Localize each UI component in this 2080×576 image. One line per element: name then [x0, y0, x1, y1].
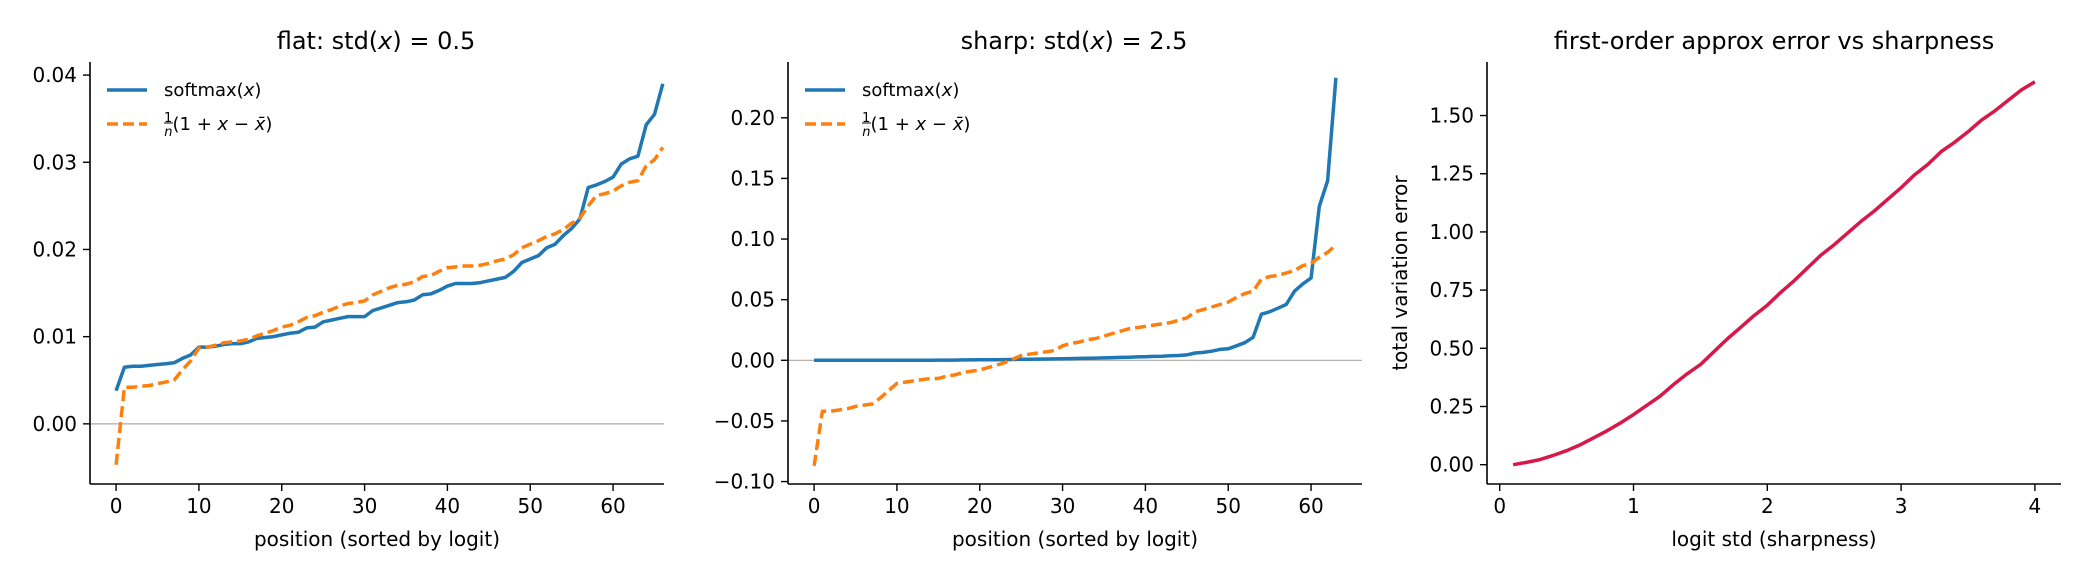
y-tick-label: 0.50 — [1429, 336, 1474, 360]
title-prefix: sharp: std( — [961, 27, 1091, 55]
x-tick-label: 10 — [186, 494, 211, 518]
approx-series-line — [114, 146, 665, 465]
y-tick-label: 0.10 — [730, 227, 775, 251]
x-tick-label: 20 — [967, 494, 992, 518]
x-tick-label: 50 — [1216, 494, 1241, 518]
title-variable: x — [377, 27, 393, 55]
x-axis-label: position (sorted by logit) — [952, 527, 1198, 551]
panel-title: first-order approx error vs sharpness — [1554, 27, 1995, 55]
legend: softmax(x) 1 n(1 + x − x̄) — [107, 80, 272, 140]
legend-softmax-label: softmax(x) — [862, 80, 959, 101]
y-ticks: 0.00 0.25 0.50 0.75 1.00 1.25 1.50 — [1429, 104, 1487, 477]
softmax-series-line — [814, 77, 1338, 363]
y-tick-label: −0.10 — [714, 470, 775, 494]
x-ticks: 0 10 20 30 40 50 60 — [808, 484, 1324, 518]
panel-error: first-order approx error vs sharpness 0 1… — [1388, 27, 2061, 551]
legend-approx-label: 1 n(1 + x − x̄) — [862, 111, 970, 140]
title-suffix: ) = 2.5 — [1105, 27, 1188, 55]
x-tick-label: 0 — [110, 494, 123, 518]
y-tick-label: 0.00 — [730, 348, 775, 372]
approx-series-line — [812, 243, 1338, 467]
title-suffix: ) = 0.5 — [392, 27, 475, 55]
panel-title: flat: std(x) = 0.5 — [277, 27, 476, 55]
y-tick-label: 0.75 — [1429, 278, 1474, 302]
legend: softmax(x) 1 n(1 + x − x̄) — [805, 80, 970, 140]
x-tick-label: 0 — [1493, 494, 1506, 518]
panel-title: sharp: std(x) = 2.5 — [961, 27, 1188, 55]
y-tick-label: 0.02 — [32, 237, 77, 261]
x-ticks: 0 1 2 3 4 — [1493, 484, 2041, 518]
error-series-line — [1512, 80, 2036, 467]
x-tick-label: 1 — [1627, 494, 1640, 518]
y-tick-label: 0.03 — [32, 150, 77, 174]
plot-area — [90, 83, 665, 465]
y-axis-label: total variation error — [1388, 175, 1412, 371]
x-tick-label: 0 — [808, 494, 821, 518]
y-tick-label: 1.50 — [1429, 104, 1474, 128]
y-tick-label: 1.00 — [1429, 220, 1474, 244]
y-tick-label: 0.20 — [730, 106, 775, 130]
legend-softmax-label: softmax(x) — [164, 80, 261, 101]
x-tick-label: 10 — [884, 494, 909, 518]
x-tick-label: 20 — [269, 494, 294, 518]
x-tick-label: 40 — [1133, 494, 1158, 518]
y-ticks: 0.00 0.01 0.02 0.03 0.04 — [32, 63, 90, 436]
y-tick-label: 0.05 — [730, 288, 775, 312]
x-ticks: 0 10 20 30 40 50 60 — [110, 484, 626, 518]
y-tick-label: 0.00 — [1429, 453, 1474, 477]
plot-area — [788, 77, 1362, 467]
x-axis-label: position (sorted by logit) — [254, 527, 500, 551]
x-tick-label: 60 — [600, 494, 625, 518]
title-prefix: flat: std( — [277, 27, 378, 55]
x-axis-label: logit std (sharpness) — [1671, 527, 1876, 551]
x-tick-label: 30 — [352, 494, 377, 518]
y-tick-label: 0.04 — [32, 63, 77, 87]
y-tick-label: 0.25 — [1429, 394, 1474, 418]
plot-area — [1512, 80, 2036, 467]
y-ticks: −0.10 −0.05 0.00 0.05 0.10 0.15 0.20 — [714, 106, 788, 494]
x-tick-label: 30 — [1050, 494, 1075, 518]
y-tick-label: −0.05 — [714, 409, 775, 433]
x-tick-label: 2 — [1761, 494, 1774, 518]
x-tick-label: 4 — [2029, 494, 2042, 518]
y-tick-label: 0.00 — [32, 412, 77, 436]
panel-sharp: sharp: std(x) = 2.5 0 10 20 30 40 50 60 −0.10−… — [714, 27, 1362, 551]
panel-flat: flat: std(x) = 0.5 0 10 20 30 40 50 60 0.000.0… — [32, 27, 665, 551]
x-tick-label: 40 — [435, 494, 460, 518]
title-variable: x — [1089, 27, 1105, 55]
y-tick-label: 0.15 — [730, 166, 775, 190]
x-tick-label: 60 — [1298, 494, 1323, 518]
y-tick-label: 1.25 — [1429, 162, 1474, 186]
y-tick-label: 0.01 — [32, 325, 77, 349]
legend-approx-label: 1 n(1 + x − x̄) — [164, 111, 272, 140]
x-tick-label: 50 — [518, 494, 543, 518]
x-tick-label: 3 — [1895, 494, 1908, 518]
